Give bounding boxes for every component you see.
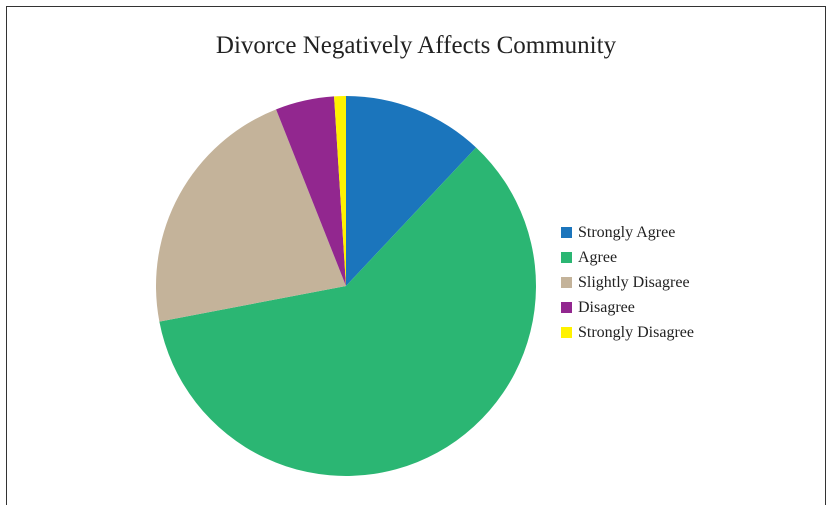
legend-label: Slightly Disagree — [578, 273, 690, 291]
legend-item-strongly-agree: Strongly Agree — [561, 220, 694, 245]
legend-label: Agree — [578, 248, 618, 266]
legend-swatch — [561, 327, 572, 338]
legend-item-slightly-disagree: Slightly Disagree — [561, 270, 694, 295]
pie-slice-agree — [159, 147, 536, 476]
pie-slice-strongly-disagree — [334, 96, 346, 286]
legend-item-strongly-disagree: Strongly Disagree — [561, 320, 694, 345]
legend-swatch — [561, 302, 572, 313]
chart-frame — [6, 6, 826, 505]
legend-label: Disagree — [578, 298, 635, 316]
legend-swatch — [561, 227, 572, 238]
legend-item-agree: Agree — [561, 245, 694, 270]
pie-slice-slightly-disagree — [156, 109, 346, 322]
legend-swatch — [561, 252, 572, 263]
legend-item-disagree: Disagree — [561, 295, 694, 320]
legend-swatch — [561, 277, 572, 288]
pie-slice-strongly-agree — [346, 96, 477, 286]
chart-title: Divorce Negatively Affects Community — [215, 32, 617, 59]
pie-slice-disagree — [276, 96, 346, 286]
legend-label: Strongly Agree — [578, 223, 676, 241]
legend-label: Strongly Disagree — [578, 323, 694, 341]
legend: Strongly Agree Agree Slightly Disagree D… — [561, 220, 694, 345]
